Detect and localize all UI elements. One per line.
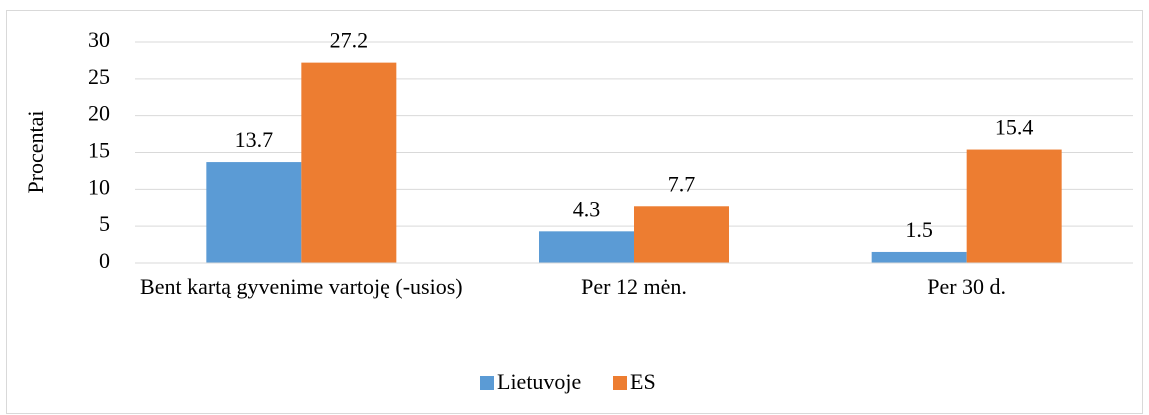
- bar: [206, 162, 302, 263]
- y-tick-label: 25: [88, 64, 110, 89]
- legend-label: ES: [630, 369, 656, 394]
- y-tick-label: 20: [88, 101, 110, 126]
- y-tick-label: 15: [88, 138, 110, 163]
- y-tick-label: 30: [88, 27, 110, 52]
- x-tick-label: Bent kartą gyvenime vartoję (-usios): [140, 274, 463, 299]
- bar: [966, 149, 1062, 263]
- data-label: 7.7: [668, 171, 696, 196]
- bar: [539, 231, 634, 263]
- chart-border: [6, 10, 1143, 414]
- data-label: 13.7: [235, 127, 274, 152]
- data-label: 15.4: [995, 115, 1034, 140]
- legend-label: Lietuvoje: [497, 369, 581, 394]
- bar: [301, 62, 397, 264]
- y-axis-title: Procentai: [23, 110, 48, 193]
- data-label: 27.2: [330, 28, 369, 53]
- legend-swatch: [480, 376, 494, 390]
- y-tick-label: 5: [99, 211, 110, 236]
- data-label: 1.5: [905, 217, 933, 242]
- bar: [871, 251, 967, 263]
- legend-swatch: [613, 376, 627, 390]
- y-tick-label: 10: [88, 174, 110, 199]
- x-tick-label: Per 30 d.: [927, 274, 1007, 299]
- bar: [634, 206, 729, 263]
- x-tick-label: Per 12 mėn.: [581, 274, 687, 299]
- data-label: 4.3: [573, 196, 601, 221]
- y-tick-label: 0: [99, 248, 110, 273]
